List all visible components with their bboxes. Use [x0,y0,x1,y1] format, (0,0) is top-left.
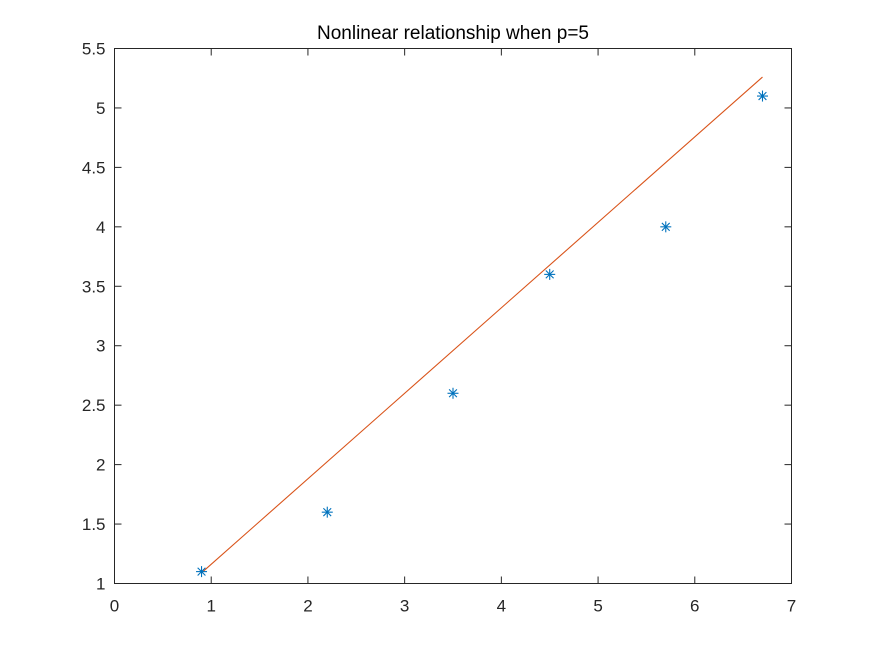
data-point-marker [321,506,333,518]
y-tick-label: 5 [96,99,105,118]
x-tick-label: 4 [497,597,506,616]
y-tick-label: 4 [96,218,105,237]
chart-title: Nonlinear relationship when p=5 [317,23,589,44]
x-tick-label: 2 [303,597,312,616]
data-point-marker [447,387,459,399]
x-tick-label: 3 [400,597,409,616]
y-tick-label: 3 [96,337,105,356]
x-tick-label: 5 [593,597,602,616]
x-tick-label: 6 [690,597,699,616]
x-tick-label: 1 [206,597,215,616]
x-tick-label: 0 [110,597,119,616]
y-axis-ticks: 1 1.5 2 2.5 3 3.5 4 4.5 5 5.5 [82,40,792,594]
y-tick-label: 3.5 [82,277,106,296]
data-point-marker [756,90,768,102]
y-tick-label: 2 [96,456,105,475]
y-tick-label: 5.5 [82,40,106,59]
axes-box [114,48,792,584]
x-tick-label: 7 [787,597,796,616]
y-tick-label: 4.5 [82,158,106,177]
data-point-marker [660,221,672,233]
y-tick-label: 2.5 [82,396,106,415]
data-point-marker [196,566,208,578]
y-tick-label: 1 [96,575,105,594]
fit-line [201,76,763,574]
y-tick-label: 1.5 [82,515,106,534]
x-axis-ticks: 0 1 2 3 4 5 6 7 [110,48,796,616]
series-group [196,76,768,578]
data-point-marker [544,268,556,280]
